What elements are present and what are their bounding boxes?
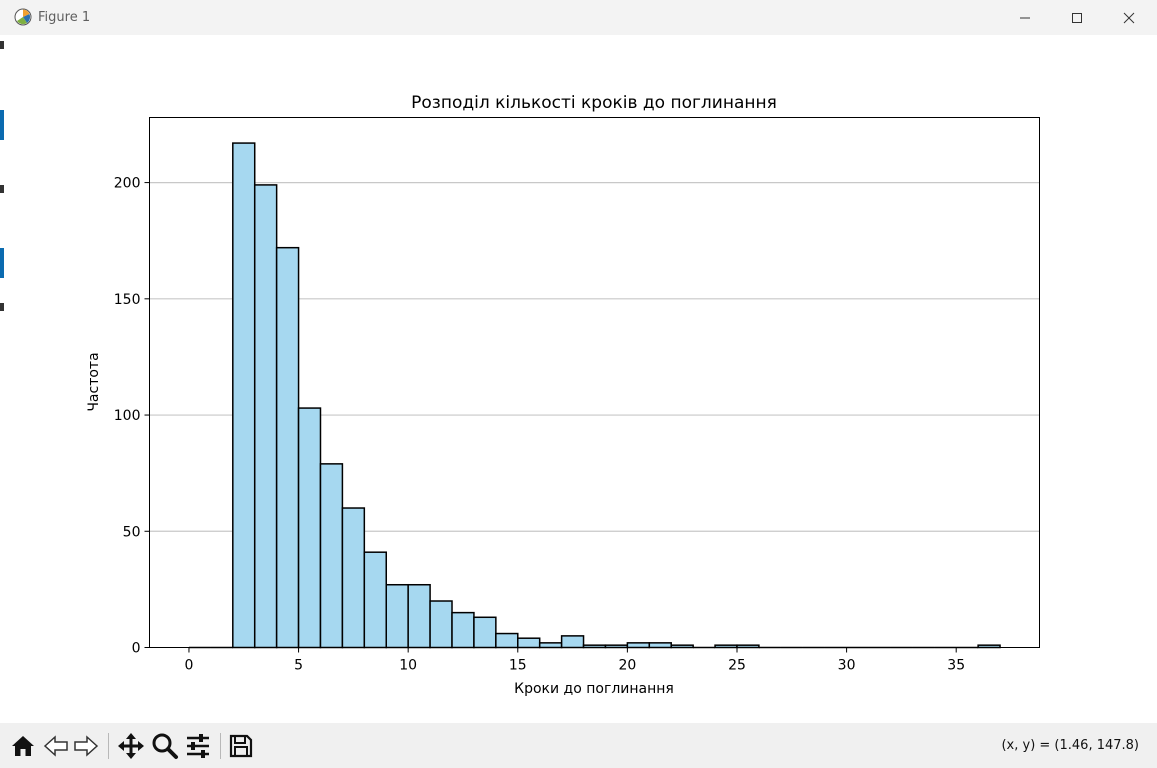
y-tick-label: 50 [123,524,141,540]
histogram-bar [341,507,366,649]
x-tick-label: 20 [618,658,636,674]
x-tick-label: 0 [184,658,193,674]
maximize-button[interactable] [1051,0,1103,35]
background-fragment [0,303,4,311]
background-fragment [0,110,4,140]
close-button[interactable] [1103,0,1155,35]
x-tick-label: 35 [947,658,965,674]
background-fragment [0,185,4,193]
histogram-bar [626,642,651,649]
zoom-button[interactable] [150,731,180,761]
maximize-icon [1072,12,1082,23]
x-tick-label: 10 [399,658,417,674]
histogram-bar [538,642,563,649]
histogram-bar [319,463,344,649]
back-arrow-icon [43,735,68,757]
x-tick-label: 15 [509,658,527,674]
histogram-bar [429,600,453,649]
toolbar-separator [220,733,221,759]
background-window-edge [0,35,4,723]
y-tick-label: 200 [114,176,141,192]
axes-frame [149,117,1040,648]
configure-subplots-icon [187,734,209,758]
histogram-bar [648,642,672,649]
histogram-bar [560,635,585,649]
pan-icon [118,733,144,759]
forward-arrow-icon [74,735,99,757]
save-icon [229,734,253,758]
background-fragment [0,41,4,49]
histogram-bar [363,551,387,649]
x-tick-label: 5 [294,658,303,674]
x-tick-label: 30 [838,658,856,674]
configure-subplots-button[interactable] [183,731,213,761]
x-axis-label: Кроки до поглинання [514,681,674,697]
matplotlib-app-icon [14,8,32,26]
save-button[interactable] [226,731,256,761]
background-fragment [0,248,4,278]
forward-button[interactable] [71,731,101,761]
axis-ticks: 0 5 10 15 20 25 30 35 0 50 100 150 200 [114,176,965,674]
histogram-bar [297,407,322,649]
x-tick-label: 25 [728,658,746,674]
cursor-coordinates: (x, y) = (1.46, 147.8) [1001,738,1139,753]
histogram-bar [275,246,300,649]
figure-canvas[interactable]: 0 5 10 15 20 25 30 35 0 50 100 150 200 Розподіл кіль… [4,35,1157,723]
histogram-bar [517,637,541,649]
navigation-toolbar: (x, y) = (1.46, 147.8) [0,723,1157,768]
histogram-bar [253,184,278,649]
histogram-bar [407,583,431,649]
histogram-bar [451,611,475,649]
histogram-bars [188,142,1001,649]
home-icon [12,736,34,756]
home-button[interactable] [8,731,38,761]
back-button[interactable] [41,731,71,761]
pan-button[interactable] [116,731,146,761]
minimize-button[interactable] [999,0,1051,35]
window-title: Figure 1 [38,10,91,25]
title-bar: Figure 1 [0,0,1157,35]
histogram-bar [473,616,497,649]
minimize-icon [1020,17,1030,18]
chart-title: Розподіл кількості кроків до поглинання [411,93,777,113]
y-axis-label: Частота [86,352,102,411]
zoom-icon [152,733,178,759]
toolbar-separator [108,733,109,759]
histogram-bar [495,632,519,649]
histogram-bar [232,142,256,649]
histogram-bar [385,583,409,649]
y-tick-label: 150 [114,292,141,308]
close-icon [1123,12,1135,23]
y-tick-label: 0 [132,641,141,657]
y-tick-label: 100 [114,408,141,424]
